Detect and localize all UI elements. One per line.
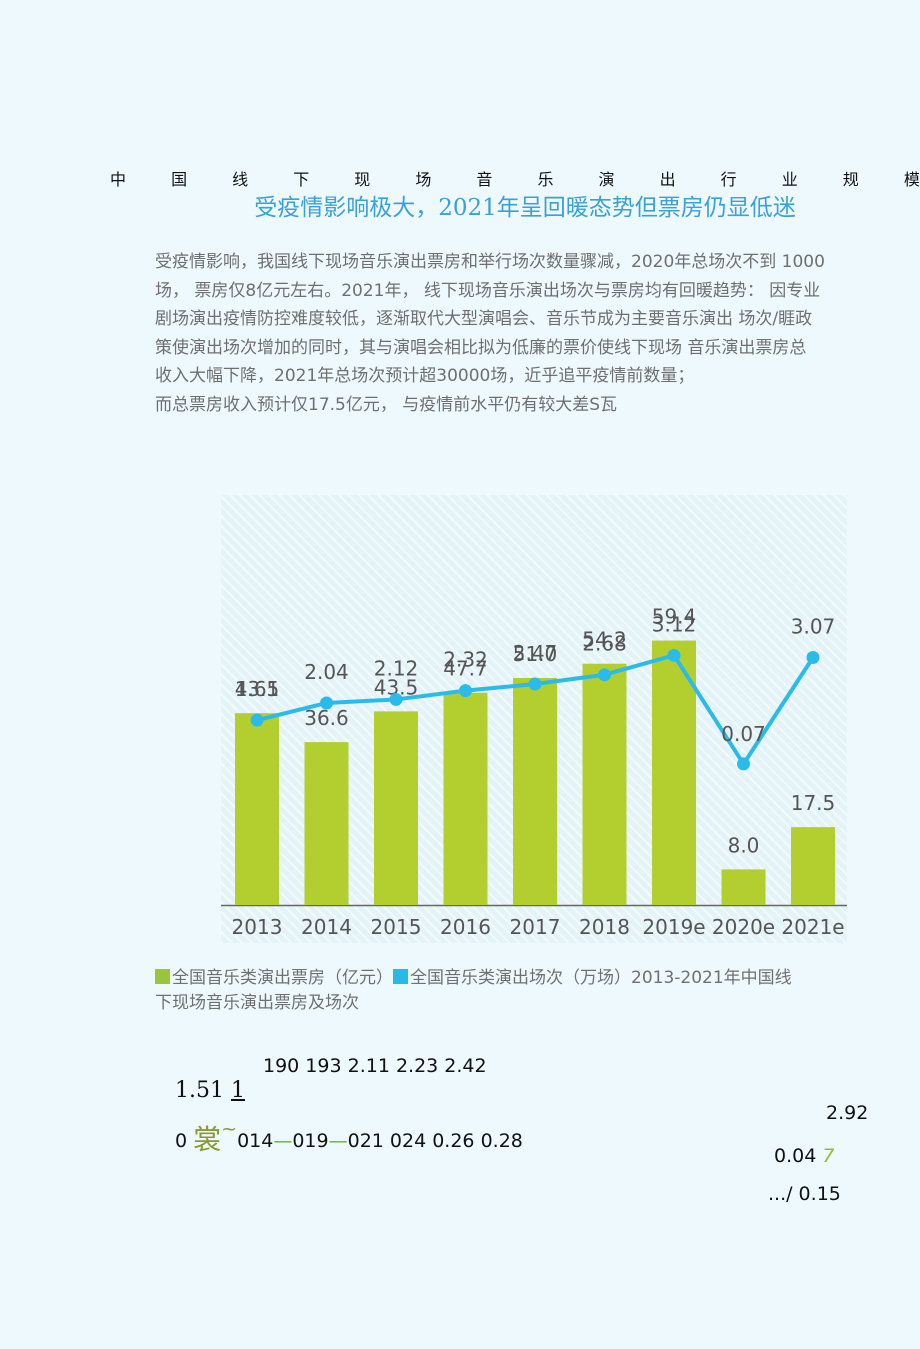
bar-2019e	[652, 640, 696, 905]
line-value-label: 0.07	[721, 722, 766, 746]
x-tick-label: 2014	[301, 915, 352, 939]
bar-value-label: 8.0	[728, 833, 760, 857]
x-tick-label: 2018	[579, 915, 630, 939]
x-tick-label: 2015	[371, 915, 422, 939]
ocr-fragment: 190 193 2.11 2.23 2.42	[263, 1055, 487, 1077]
figure-caption-continued: 下现场音乐演出票房及场次	[155, 993, 359, 1013]
heading-char: 模	[903, 170, 920, 189]
line-value-label: 2.32	[443, 648, 488, 672]
paragraph-line: 场， 票房仅8亿元左右。2021年， 线下现场音乐演出场次与票房均有回暖趋势： …	[155, 280, 821, 301]
paragraph-line: 而总票房收入预计仅17.5亿元， 与疫情前水平仍有较大差S瓦	[155, 394, 618, 415]
line-point-2014	[320, 696, 333, 710]
heading-char: 规	[842, 170, 859, 189]
x-tick-label: 2021e	[781, 915, 844, 939]
bar-2021e	[791, 827, 835, 905]
bar-value-label: 47.7	[443, 657, 488, 681]
ocr-fragment-text: 021 024 0.26 0.28	[347, 1130, 523, 1152]
ocr-glyph: 裳	[193, 1123, 222, 1156]
heading-char: 场	[415, 170, 432, 189]
combo-chart: 43.1201336.6201443.5201547.7201651.02017…	[221, 605, 847, 939]
heading-char: 出	[659, 170, 676, 189]
paragraph-line: 受疫情影响，我国线下现场音乐演出票房和举行场次数量骤减，2020年总场次不到 1…	[155, 252, 825, 272]
line-value-label: 2.68	[582, 632, 627, 656]
legend-label-line: 全国音乐类演出场次（万场）	[410, 968, 631, 988]
paragraph-line: 策使演出场次增加的同时，其与演唱会相比拟为低廉的票价使线下现场 音乐演出票房总	[155, 337, 807, 358]
bar-2014	[304, 742, 349, 905]
figure-caption: 2013-2021年中国线	[631, 968, 792, 988]
line-point-2020e	[737, 757, 750, 771]
ocr-fragment: 2.92	[826, 1102, 869, 1124]
x-tick-label: 2020e	[712, 915, 775, 939]
bar-value-label: 43.1	[235, 677, 280, 701]
legend-swatch-line	[393, 969, 408, 984]
line-point-2015	[389, 692, 403, 706]
line-value-label: 2.12	[374, 656, 419, 680]
ocr-fragment-text: 014	[237, 1130, 274, 1152]
ocr-tilde: ~	[221, 1118, 238, 1140]
line-value-label: 3.12	[652, 612, 697, 636]
line-point-2018	[598, 668, 611, 682]
line-value-label: 1.65	[235, 677, 280, 701]
chart-legend: 全国音乐类演出票房（亿元） 全国音乐类演出场次（万场）2013-2021年中国线 …	[155, 966, 915, 1016]
bar-value-label: 51.0	[513, 642, 558, 666]
line-point-2019e	[667, 648, 681, 662]
bar-value-label: 17.5	[791, 791, 836, 815]
line-value-label: 3.07	[791, 615, 836, 639]
heading-char: 音	[476, 170, 493, 189]
x-tick-label: 2019e	[642, 915, 705, 939]
ocr-fragment-text: 0	[175, 1130, 194, 1152]
line-point-2021e	[806, 651, 820, 665]
x-tick-label: 2016	[440, 915, 491, 939]
ocr-fragment: .../ 0.15	[768, 1183, 841, 1205]
heading-char: 行	[720, 170, 737, 189]
ocr-fragment-text: 0.04	[774, 1145, 823, 1167]
bar-2018	[582, 663, 627, 905]
heading-char: 国	[171, 170, 188, 189]
heading-char: 演	[598, 170, 615, 189]
legend-swatch-bar	[155, 969, 170, 984]
ocr-fragment: 0.04 7	[774, 1145, 834, 1167]
bar-value-label: 36.6	[304, 706, 349, 730]
bar-2013	[235, 713, 279, 905]
x-tick-label: 2013	[232, 915, 283, 939]
x-tick-label: 2017	[510, 915, 561, 939]
legend-label-bar: 全国音乐类演出票房（亿元）	[172, 968, 393, 988]
body-paragraph: 受疫情影响，我国线下现场音乐演出票房和举行场次数量骤减，2020年总场次不到 1…	[155, 248, 920, 419]
heading-char: 下	[293, 170, 310, 189]
bar-2020e	[721, 869, 766, 905]
ocr-fragment-text: 1.51	[175, 1078, 231, 1103]
paragraph-line: 收入大幅下降，2021年总场次预计超30000场，近乎追平疫情前数量；	[155, 366, 695, 386]
line-point-2016	[459, 684, 472, 698]
ocr-dash: —	[273, 1130, 293, 1152]
section-heading: 中国线下现场音乐演出行业规模	[110, 166, 920, 190]
bar-2016	[443, 692, 488, 905]
bar-value-label: 59.4	[652, 605, 697, 629]
heading-char: 现	[354, 170, 371, 189]
line-point-2013	[250, 713, 264, 727]
ocr-fragment-digit: 7	[822, 1145, 835, 1167]
ocr-fragment-text: 019	[292, 1130, 329, 1152]
heading-char: 中	[110, 170, 127, 189]
heading-char: 线	[232, 170, 249, 189]
bar-2017	[513, 677, 557, 905]
ocr-fragment: 0 裳~014—019—021 024 0.26 0.28	[175, 1118, 523, 1158]
bar-2015	[374, 711, 418, 905]
ocr-fragment-underlined: 1	[230, 1078, 245, 1103]
chart-panel: 43.1 2013 36.6 2014 43.5 2015 47.7 2016 51.0 2017…	[221, 495, 847, 943]
ocr-dash: —	[328, 1130, 348, 1152]
paragraph-line: 剧场演出疫情防控难度较低，逐渐取代大型演唱会、音乐节成为主要音乐演出 场次/睚政	[155, 309, 813, 329]
heading-char: 乐	[537, 170, 554, 189]
heading-char: 业	[781, 170, 798, 189]
ocr-fragment: 1.51 1	[175, 1078, 245, 1103]
section-subtitle: 受疫情影响极大，2021年呈回暖态势但票房仍显低迷	[254, 195, 796, 221]
line-value-label: 2.47	[513, 641, 558, 665]
bar-value-label: 54.2	[582, 628, 627, 652]
line-value-label: 2.04	[304, 660, 349, 684]
line-point-2017	[528, 677, 542, 691]
